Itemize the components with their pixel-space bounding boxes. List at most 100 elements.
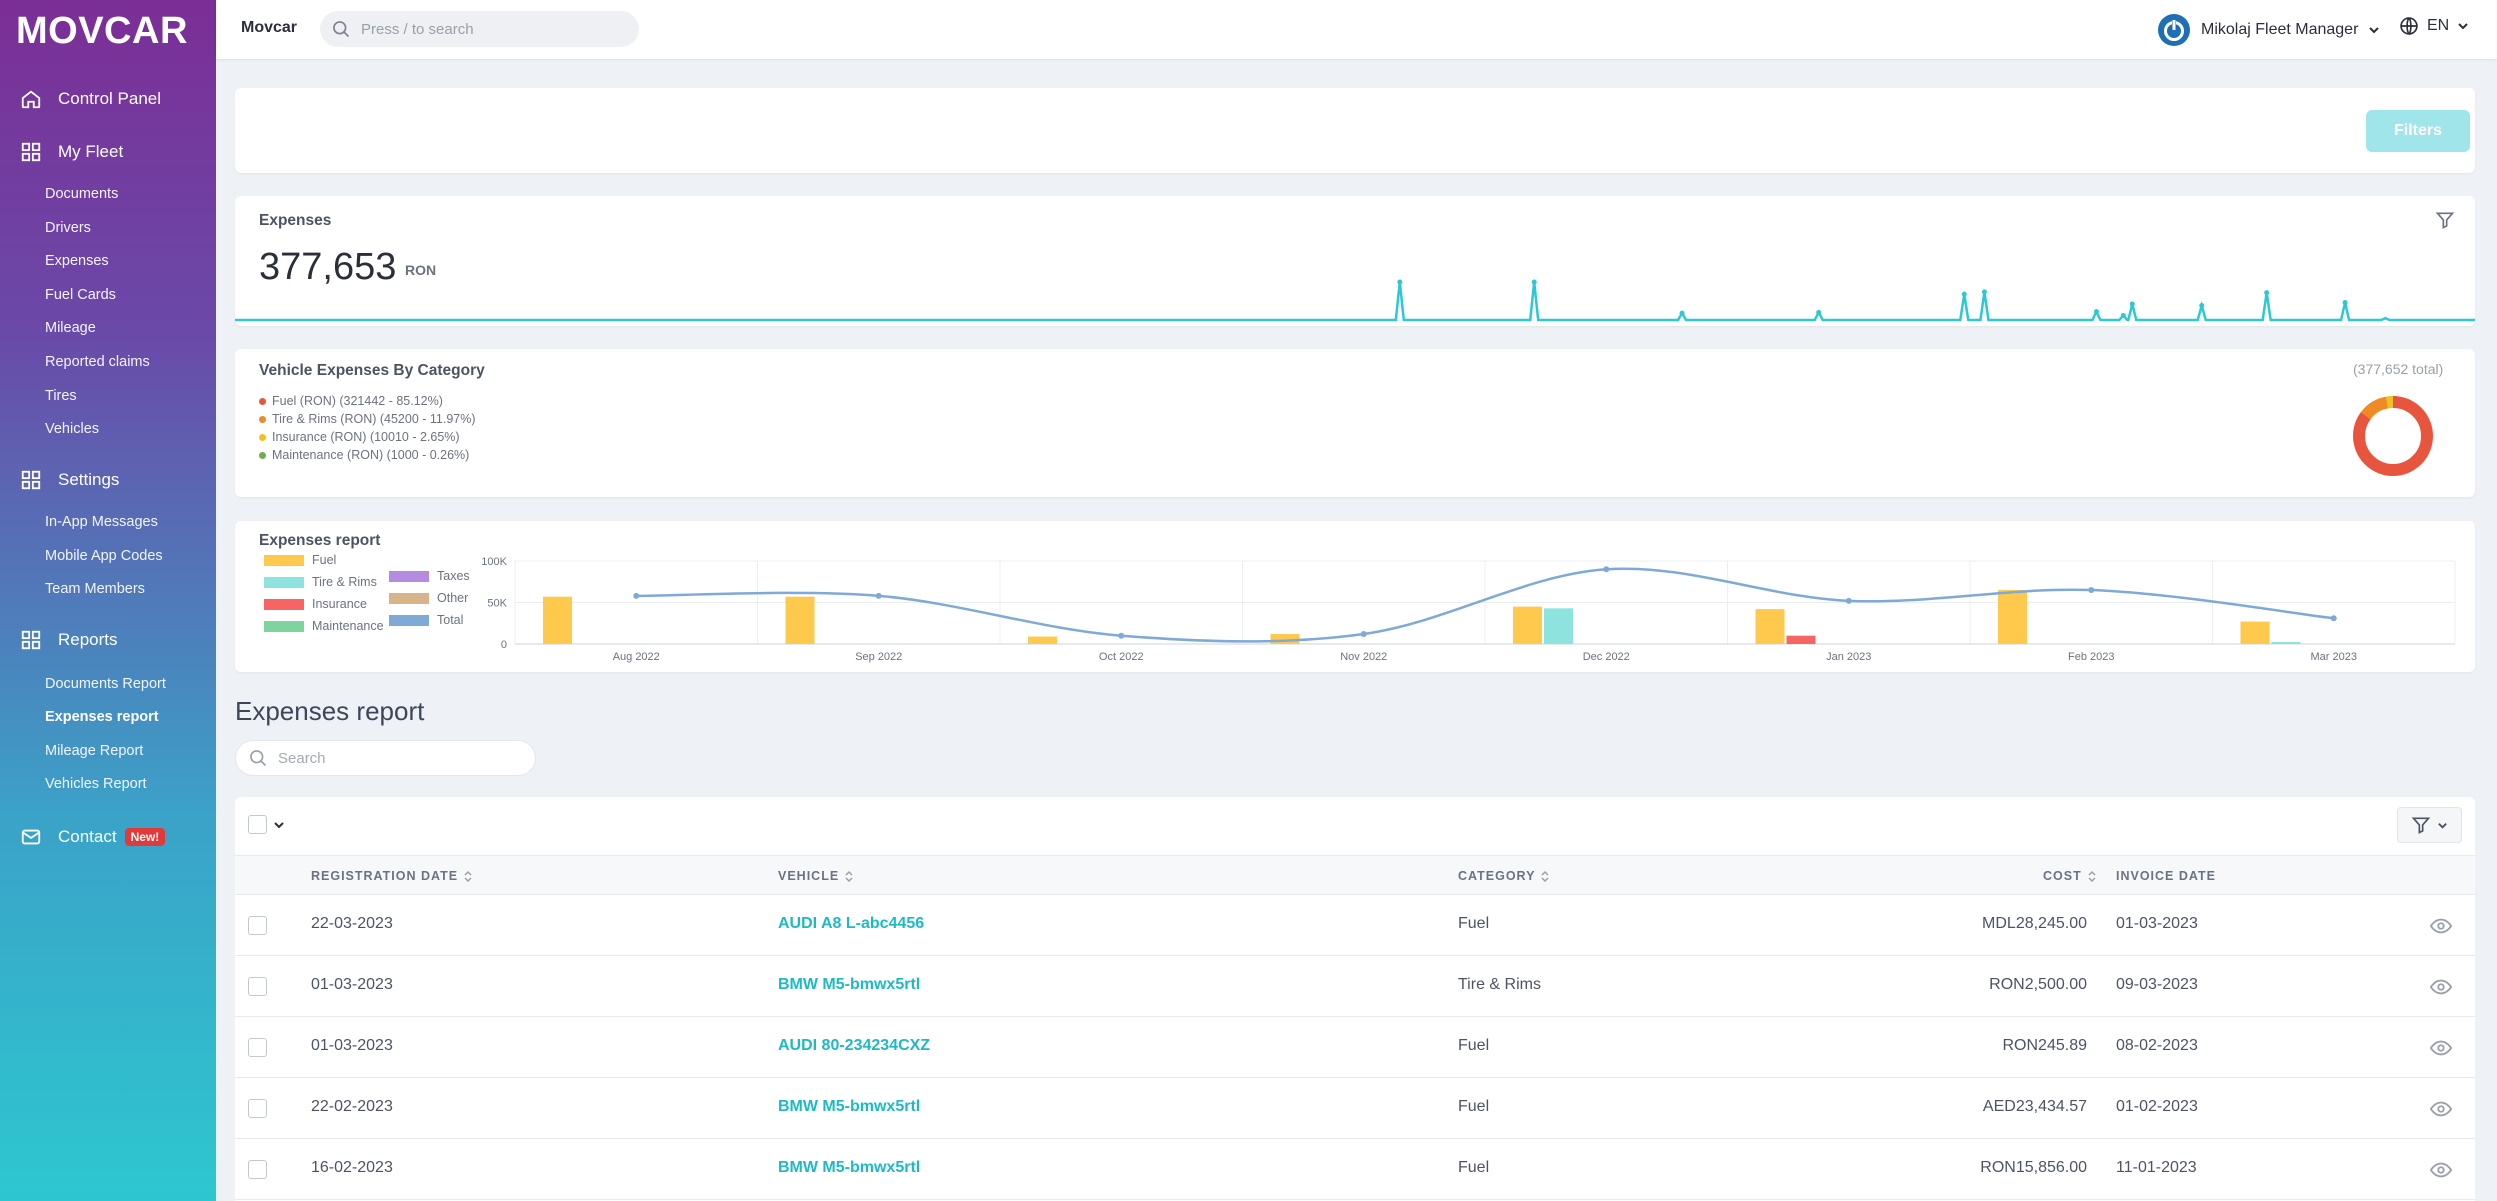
brand-name[interactable]: Movcar (241, 19, 298, 36)
x-tick-label: Jan 2023 (1826, 651, 1871, 663)
sidebar-item-my-fleet[interactable]: My Fleet (20, 141, 123, 163)
sidebar-item-fuel-cards[interactable]: Fuel Cards (45, 287, 116, 303)
sidebar-item-documents[interactable]: Documents (45, 186, 119, 202)
sidebar-item-control-panel[interactable]: Control Panel (20, 88, 161, 110)
bar-fuel[interactable] (1028, 636, 1057, 644)
sidebar: MOVCAR Control Panel My Fleet Documents … (0, 0, 216, 1201)
legend-item-other[interactable]: Other (389, 591, 468, 605)
sidebar-item-documents-report[interactable]: Documents Report (45, 676, 166, 692)
sidebar-item-mobile-app-codes[interactable]: Mobile App Codes (45, 548, 163, 564)
table-search-input[interactable] (278, 749, 528, 767)
row-checkbox[interactable] (248, 977, 267, 996)
bar-fuel[interactable] (543, 596, 572, 644)
vehicle-link[interactable]: BMW M5-bmwx5rtl (778, 976, 921, 993)
global-search[interactable] (320, 11, 639, 47)
row-checkbox[interactable] (248, 916, 267, 935)
column-vehicle[interactable]: VEHICLE (778, 869, 853, 883)
legend-item-taxes[interactable]: Taxes (389, 569, 470, 583)
column-registration-date[interactable]: REGISTRATION DATE (311, 869, 472, 883)
table-row[interactable]: 22-03-2023 AUDI A8 L-abc4456 Fuel MDL28,… (235, 895, 2475, 956)
eye-icon[interactable] (2430, 1037, 2452, 1059)
column-invoice-date[interactable]: INVOICE DATE (2116, 869, 2216, 883)
total-point[interactable] (633, 592, 640, 599)
sidebar-item-in-app-messages[interactable]: In-App Messages (45, 514, 158, 530)
row-checkbox[interactable] (248, 1099, 267, 1118)
legend-label: Insurance (312, 597, 367, 611)
total-point[interactable] (2330, 615, 2337, 622)
eye-icon[interactable] (2430, 1098, 2452, 1120)
bar-fuel[interactable] (1513, 606, 1542, 644)
bar-fuel[interactable] (1998, 590, 2027, 644)
search-input[interactable] (361, 20, 621, 38)
table-search[interactable] (235, 740, 536, 776)
vehicle-link[interactable]: AUDI 80-234234CXZ (778, 1037, 931, 1054)
sidebar-item-vehicles[interactable]: Vehicles (45, 421, 100, 437)
user-menu[interactable]: Mikolaj Fleet Manager (2157, 13, 2380, 47)
column-label: COST (2043, 869, 2082, 883)
legend-label: Maintenance (312, 619, 384, 633)
sidebar-item-mileage[interactable]: Mileage (45, 320, 96, 336)
bar-fuel[interactable] (785, 596, 815, 644)
table-filter-button[interactable] (2397, 807, 2462, 843)
sidebar-item-drivers[interactable]: Drivers (45, 220, 91, 236)
logo[interactable]: MOVCAR (16, 10, 188, 52)
select-all-checkbox[interactable] (248, 815, 267, 834)
page-title: Expenses report (235, 696, 425, 726)
x-tick-label: Oct 2022 (1099, 651, 1144, 663)
column-category[interactable]: CATEGORY (1458, 869, 1549, 883)
filter-icon[interactable] (2435, 210, 2455, 230)
filters-button[interactable]: Filters (2366, 110, 2470, 152)
sidebar-item-expenses-report[interactable]: Expenses report (45, 709, 159, 725)
sparkline-point (1679, 310, 1685, 316)
vehicle-link[interactable]: AUDI A8 L-abc4456 (778, 915, 925, 932)
bar-insurance[interactable] (1786, 635, 1816, 644)
legend-swatch (264, 554, 304, 566)
row-checkbox[interactable] (248, 1038, 267, 1057)
eye-icon[interactable] (2430, 1159, 2452, 1181)
cell-cost: RON2,500.00 (1989, 976, 2087, 993)
bar-fuel[interactable] (2240, 621, 2270, 644)
row-checkbox[interactable] (248, 1160, 267, 1179)
total-point[interactable] (1118, 632, 1125, 639)
legend-label: Tire & Rims (RON) (45200 - 11.97%) (272, 412, 476, 426)
total-point[interactable] (1360, 631, 1367, 638)
legend-item-tire-rims[interactable]: Tire & Rims (264, 575, 377, 589)
legend-item-insurance[interactable]: Insurance (264, 597, 367, 611)
grid-icon (21, 470, 41, 490)
sidebar-item-vehicles-report[interactable]: Vehicles Report (45, 776, 147, 792)
search-icon (250, 750, 267, 767)
x-tick-label: Nov 2022 (1340, 651, 1387, 663)
bar-tire-rims[interactable] (2271, 641, 2301, 644)
cell-registration-date: 01-03-2023 (311, 976, 393, 993)
bar-tire-rims[interactable] (1544, 608, 1573, 644)
total-point[interactable] (2088, 587, 2095, 594)
bar-fuel[interactable] (1270, 634, 1300, 644)
sidebar-item-expenses[interactable]: Expenses (45, 253, 109, 269)
total-point[interactable] (1845, 597, 1852, 604)
table-row[interactable]: 22-02-2023 BMW M5-bmwx5rtl Fuel AED23,43… (235, 1078, 2475, 1139)
donut-slice-3[interactable] (2353, 396, 2433, 476)
bar-fuel[interactable] (1755, 609, 1785, 644)
sidebar-item-team-members[interactable]: Team Members (45, 581, 145, 597)
sidebar-item-reported-claims[interactable]: Reported claims (45, 354, 150, 370)
eye-icon[interactable] (2430, 915, 2452, 937)
column-cost[interactable]: COST (2043, 869, 2096, 883)
sidebar-item-tires[interactable]: Tires (45, 388, 77, 404)
total-point[interactable] (1603, 566, 1610, 573)
table-row[interactable]: 01-03-2023 BMW M5-bmwx5rtl Tire & Rims R… (235, 956, 2475, 1017)
table-row[interactable]: 01-03-2023 AUDI 80-234234CXZ Fuel RON245… (235, 1017, 2475, 1078)
sidebar-item-settings[interactable]: Settings (20, 469, 119, 491)
legend-item-maintenance[interactable]: Maintenance (264, 619, 384, 633)
total-point[interactable] (875, 592, 882, 599)
sidebar-item-mileage-report[interactable]: Mileage Report (45, 743, 144, 759)
table-row[interactable]: 16-02-2023 BMW M5-bmwx5rtl Fuel RON15,85… (235, 1139, 2475, 1200)
language-selector[interactable]: EN (2399, 16, 2469, 36)
sidebar-item-contact[interactable]: Contact New! (20, 826, 166, 848)
select-all-control[interactable] (248, 815, 285, 834)
legend-item-fuel[interactable]: Fuel (264, 553, 336, 567)
vehicle-link[interactable]: BMW M5-bmwx5rtl (778, 1098, 921, 1115)
sidebar-item-reports[interactable]: Reports (20, 629, 118, 651)
eye-icon[interactable] (2430, 976, 2452, 998)
vehicle-link[interactable]: BMW M5-bmwx5rtl (778, 1159, 921, 1176)
legend-item-total[interactable]: Total (389, 613, 463, 627)
